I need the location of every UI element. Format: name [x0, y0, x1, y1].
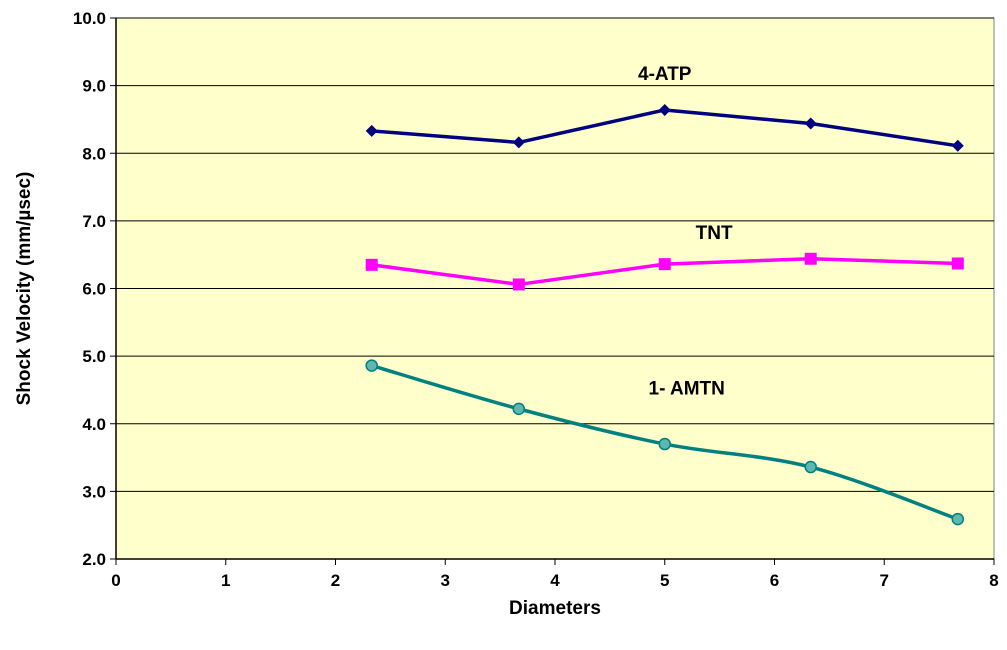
x-tick-label: 1 [221, 571, 230, 590]
data-point [365, 124, 378, 137]
y-axis-title: Shock Velocity (mm/µsec) [14, 172, 35, 406]
x-tick-label: 3 [441, 571, 450, 590]
y-tick-label: 9.0 [82, 77, 106, 96]
data-point [365, 359, 378, 372]
data-point [512, 136, 525, 149]
x-tick-label: 6 [770, 571, 779, 590]
data-point [951, 512, 965, 526]
data-point [951, 257, 964, 270]
data-point [512, 402, 526, 416]
y-tick-label: 3.0 [82, 482, 106, 501]
data-point [951, 139, 964, 152]
axes [115, 18, 994, 560]
x-tick-label: 5 [660, 571, 669, 590]
data-point [365, 258, 378, 271]
data-point [658, 103, 671, 116]
series-label: 4-ATP [638, 64, 692, 85]
y-tick-label: 5.0 [82, 347, 106, 366]
y-tick-label: 8.0 [82, 144, 106, 163]
series-0: 4-ATP [365, 64, 964, 152]
y-tick-label: 7.0 [82, 212, 106, 231]
x-tick-label: 7 [880, 571, 889, 590]
x-tick-label: 8 [989, 571, 998, 590]
series-layer: 4-ATP TNT 1- AMTN [365, 64, 965, 526]
gridlines [110, 17, 995, 565]
y-tick-label: 4.0 [82, 415, 106, 434]
data-point [658, 258, 671, 271]
y-tick-label: 2.0 [82, 550, 106, 569]
data-point [804, 252, 817, 265]
data-point [804, 460, 817, 474]
series-label: 1- AMTN [649, 379, 725, 400]
x-tick-label: 4 [550, 571, 560, 590]
data-point [658, 437, 671, 451]
x-tick-label: 0 [111, 571, 120, 590]
tick-labels: 2.0 3.0 4.0 5.0 6.0 7.0 8.0 9.0 10.0 0 1 2 3 4 5 6 7 8 [73, 9, 999, 590]
series-1: TNT [365, 223, 964, 291]
y-tick-label: 6.0 [82, 280, 106, 299]
data-point [804, 117, 817, 130]
y-tick-label: 10.0 [73, 9, 106, 28]
data-point [512, 278, 525, 291]
x-axis-title: Diameters [509, 598, 601, 619]
x-tick-label: 2 [331, 571, 340, 590]
series-2: 1- AMTN [365, 359, 965, 526]
series-label: TNT [696, 223, 733, 244]
